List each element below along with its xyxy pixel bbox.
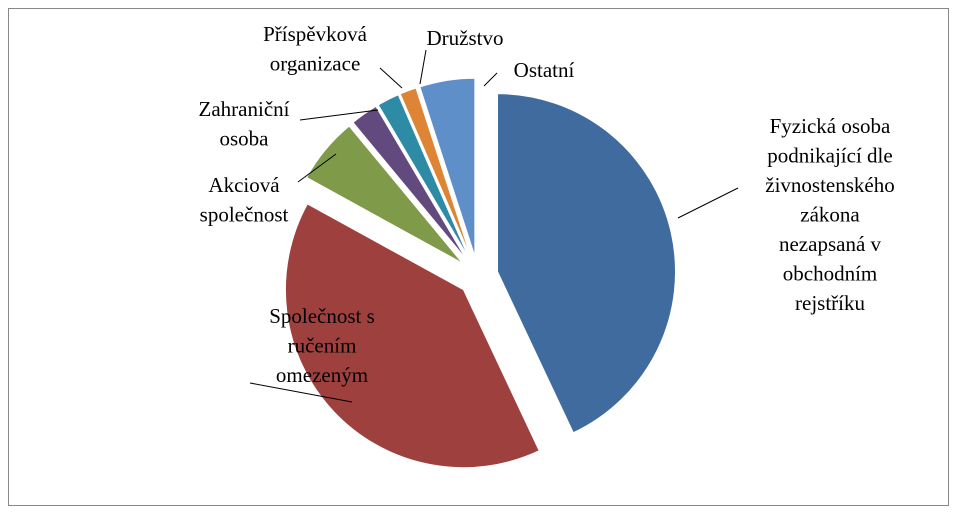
label-line: Družstvo — [427, 26, 504, 50]
label-line: zákona — [800, 202, 860, 226]
leader-line — [419, 49, 427, 85]
leader-line — [299, 109, 379, 121]
leader-line — [483, 72, 498, 87]
pie-slice — [419, 77, 476, 257]
pie-slice — [352, 105, 467, 260]
label-line: nezapsaná v — [779, 232, 882, 256]
label-line: rejstříku — [795, 291, 865, 315]
label-line: obchodním — [783, 261, 878, 285]
pie-slice — [497, 93, 676, 434]
label-line: ručením — [288, 333, 357, 357]
label-line: živnostenského — [765, 173, 894, 197]
label-line: Ostatní — [514, 58, 575, 82]
label-line: Zahraniční — [199, 97, 290, 121]
pie-slice — [399, 87, 472, 258]
leader-line — [249, 382, 353, 403]
leader-line — [379, 67, 403, 89]
slice-label: Společnost s ručením omezeným — [269, 304, 375, 387]
slice-label: Ostatní — [514, 58, 575, 82]
leader-line — [677, 187, 739, 219]
slice-label: Družstvo — [427, 26, 504, 50]
label-line: Příspěvková — [263, 22, 368, 46]
label-line: Společnost s — [269, 304, 375, 328]
label-line: organizace — [270, 51, 361, 75]
label-line: osoba — [220, 126, 270, 150]
label-line: Akciová — [208, 173, 280, 197]
slice-label: Příspěvková organizace — [263, 22, 368, 76]
slice-label: Akciová společnost — [200, 173, 289, 227]
label-line: společnost — [200, 202, 289, 226]
pie-slice — [305, 125, 463, 264]
label-line: omezeným — [276, 363, 368, 387]
label-line: podnikající dle — [767, 143, 892, 167]
leader-line — [297, 153, 337, 183]
pie-slice — [377, 94, 470, 259]
slice-label: Fyzická osoba podnikající dle živnostenské… — [765, 114, 894, 315]
slice-label: Zahraniční osoba — [199, 97, 290, 151]
label-line: Fyzická osoba — [770, 114, 891, 138]
